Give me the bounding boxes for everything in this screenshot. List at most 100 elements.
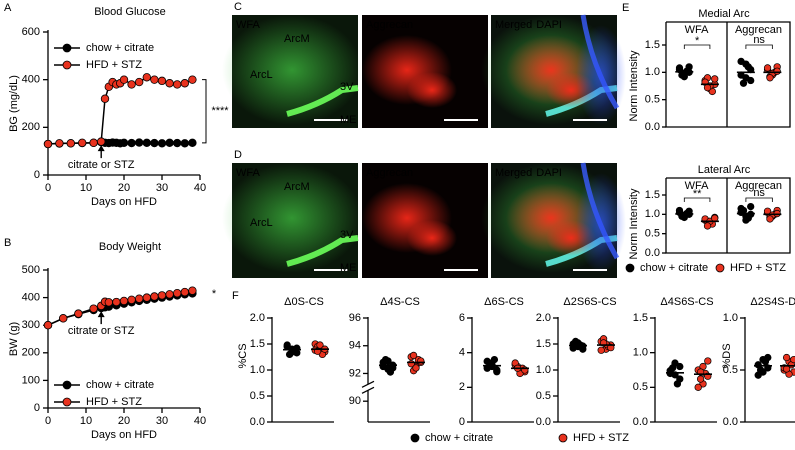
- arrow-head: [97, 145, 105, 152]
- data-point: [412, 364, 420, 372]
- legend-label: HFD + STZ: [573, 432, 629, 444]
- subpanel-label: WFA: [685, 24, 709, 36]
- y-tick-label: 0.0: [536, 416, 551, 428]
- annotation: citrate or STZ: [68, 159, 135, 171]
- y-tick-label: 6: [459, 312, 465, 324]
- legend-marker: [558, 433, 568, 443]
- stain-green: [222, 15, 362, 125]
- data-point: [157, 139, 167, 148]
- stain-red: [407, 72, 457, 108]
- y-tick-label: 0: [459, 416, 465, 428]
- y-tick-label: 0.5: [645, 94, 660, 106]
- data-point: [142, 293, 151, 302]
- y-tick-label: 1.0: [723, 312, 738, 324]
- data-point: [119, 138, 129, 148]
- channel-label: Aggrecan: [366, 167, 413, 179]
- stain-median-eminence: [286, 235, 359, 267]
- y-axis-label: BW (g): [8, 322, 20, 356]
- region-label: ME: [340, 262, 357, 274]
- y-tick-label: 600: [22, 26, 40, 38]
- data-point: [150, 292, 159, 301]
- axis-break-mark: [361, 380, 375, 388]
- y-tick-label: 90: [349, 395, 361, 407]
- significance-bracket: [745, 197, 773, 202]
- legend-label: chow + citrate: [86, 379, 154, 391]
- channel-label: Aggrecan: [366, 19, 413, 31]
- y-tick-label: 2.0: [536, 312, 551, 324]
- y-tick-label: 2.0: [250, 312, 265, 324]
- significance: *: [695, 35, 700, 47]
- x-tick-label: 40: [194, 415, 206, 427]
- axis-break-mark: [361, 386, 375, 394]
- data-point: [711, 75, 719, 83]
- y-tick-label: 1.5: [536, 338, 551, 350]
- chart-title: Medial Arc: [698, 8, 750, 20]
- data-point: [673, 380, 682, 388]
- y-tick-label: 4: [459, 347, 465, 359]
- y-axis-label: BG (mg/dL): [8, 75, 20, 132]
- y-tick-label: 300: [22, 319, 40, 331]
- significance: ns: [753, 187, 765, 199]
- x-tick-label: 10: [80, 182, 92, 194]
- region-label: ME: [340, 114, 357, 126]
- data-point: [739, 79, 748, 87]
- y-axis-label: %CS: [237, 343, 249, 368]
- data-point: [134, 294, 144, 303]
- panel-letter: B: [4, 237, 11, 249]
- micrograph: Merged DAPI: [481, 162, 626, 278]
- legend-label: HFD + STZ: [86, 396, 142, 408]
- x-axis-label: Days on HFD: [91, 196, 157, 208]
- data-point: [675, 64, 684, 72]
- x-tick-label: 20: [118, 415, 130, 427]
- y-tick-label: 200: [22, 347, 40, 359]
- y-tick-label: 0.5: [536, 390, 551, 402]
- x-tick-label: 20: [118, 182, 130, 194]
- data-point: [703, 83, 712, 92]
- chart-title: Δ2S4S-DS: [750, 296, 795, 308]
- x-tick-label: 0: [45, 182, 51, 194]
- legend-marker: [62, 60, 72, 70]
- y-tick-label: 1.0: [645, 208, 660, 220]
- subpanel-label: WFA: [685, 180, 709, 192]
- y-tick-label: 0.5: [250, 390, 265, 402]
- micrograph: Merged DAPI: [481, 14, 626, 128]
- data-point: [316, 341, 324, 349]
- channel-label: WFA: [236, 19, 260, 31]
- channel-label: DAPI: [536, 19, 562, 31]
- data-point: [773, 67, 781, 75]
- chart-title: Δ4S6S-CS: [660, 296, 713, 308]
- data-point: [55, 139, 64, 148]
- stain-blue: [576, 25, 626, 125]
- data-point: [180, 287, 189, 297]
- y-tick-label: 0.5: [645, 228, 660, 240]
- data-point: [188, 138, 197, 148]
- data-point: [89, 138, 98, 148]
- stain-median-eminence: [286, 85, 359, 117]
- data-point: [782, 365, 791, 373]
- data-point: [165, 138, 174, 148]
- legend-label: chow + citrate: [425, 432, 493, 444]
- data-point: [150, 75, 159, 84]
- significance-bracket: [202, 79, 207, 144]
- data-point: [742, 60, 750, 68]
- data-point: [384, 357, 392, 365]
- data-point: [704, 357, 712, 365]
- subpanel-label: Aggrecan: [735, 24, 782, 36]
- region-label: ArcL: [250, 217, 273, 229]
- data-point: [597, 346, 605, 354]
- arrow-head: [97, 311, 105, 318]
- stain-green: [222, 163, 362, 273]
- data-point: [150, 138, 159, 148]
- data-point: [127, 80, 136, 89]
- legend-label: HFD + STZ: [86, 59, 142, 71]
- significance-bracket: [745, 44, 773, 49]
- data-point: [59, 314, 68, 323]
- data-point: [680, 73, 688, 81]
- y-tick-label: 0.0: [250, 416, 265, 428]
- y-tick-label: 0: [34, 402, 40, 414]
- data-point: [127, 295, 136, 305]
- significance-bracket: [683, 44, 711, 49]
- region-label: 3V: [340, 81, 354, 93]
- plot-frame: [665, 21, 791, 128]
- data-point: [790, 355, 795, 364]
